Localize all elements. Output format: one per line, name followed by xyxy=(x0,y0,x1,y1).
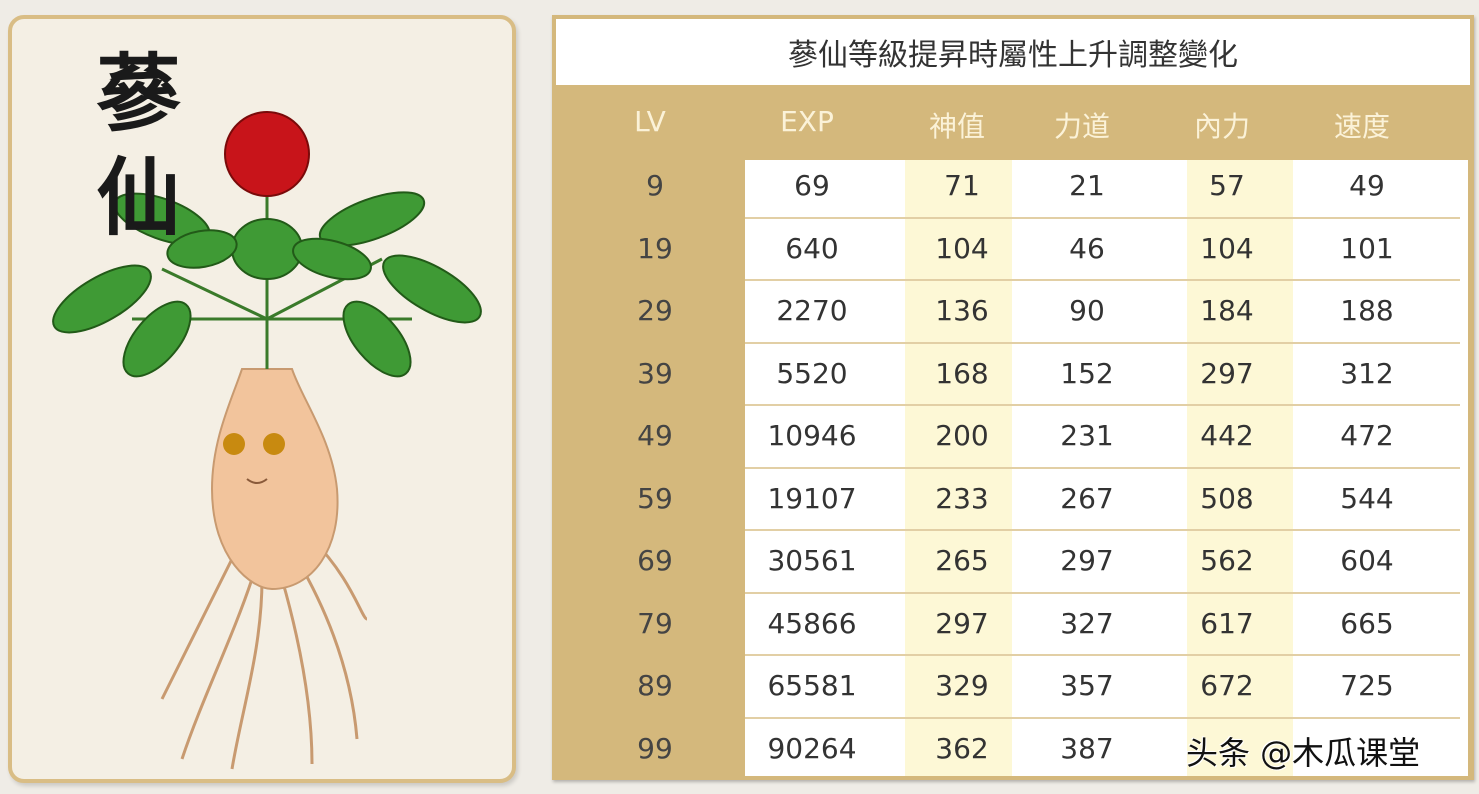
cell-neili: 508 xyxy=(1200,481,1254,515)
table-row: 79 45866 297 327 617 665 xyxy=(552,593,1474,655)
cell-sudu: 544 xyxy=(1340,481,1394,515)
cell-lv: 69 xyxy=(637,544,673,577)
cell-sudu: 604 xyxy=(1340,544,1394,577)
character-card: 蔘仙 xyxy=(8,15,516,783)
header-neili: 內力 xyxy=(1193,110,1250,143)
table-row: 59 19107 233 267 508 544 xyxy=(552,468,1474,530)
cell-lidao: 152 xyxy=(1060,356,1114,390)
table-row: 39 5520 168 152 297 312 xyxy=(552,343,1474,405)
header-sudu: 速度 xyxy=(1333,110,1390,143)
cell-shenzhi: 104 xyxy=(935,231,989,265)
header-shenzhi: 神值 xyxy=(928,110,985,143)
cell-exp: 65581 xyxy=(767,669,857,702)
card-title: 蔘仙 xyxy=(83,49,182,257)
cell-lv: 99 xyxy=(637,731,673,765)
row-divider xyxy=(745,529,1460,531)
ginseng-illustration xyxy=(52,111,482,770)
row-divider xyxy=(745,654,1460,656)
cell-exp: 90264 xyxy=(767,731,857,765)
cell-lidao: 231 xyxy=(1060,419,1114,452)
cell-lidao: 387 xyxy=(1060,731,1114,765)
cell-shenzhi: 168 xyxy=(935,356,989,390)
table-row: 29 2270 136 90 184 188 xyxy=(552,280,1474,342)
cell-lv: 29 xyxy=(637,294,673,327)
cell-lv: 59 xyxy=(637,481,673,515)
header-exp: EXP xyxy=(780,105,834,138)
cell-neili: 562 xyxy=(1200,544,1254,577)
cell-neili: 57 xyxy=(1209,169,1245,202)
cell-exp: 10946 xyxy=(767,419,857,452)
cell-lidao: 267 xyxy=(1060,481,1114,515)
cell-exp: 45866 xyxy=(767,606,857,640)
cell-lidao: 21 xyxy=(1069,169,1105,202)
row-divider xyxy=(745,341,1460,344)
cell-lv: 79 xyxy=(637,606,673,640)
cell-neili: 672 xyxy=(1200,669,1254,702)
cell-lv: 39 xyxy=(637,356,673,390)
cell-exp: 5520 xyxy=(776,356,848,390)
cell-sudu: 188 xyxy=(1340,294,1394,327)
cell-lidao: 90 xyxy=(1069,294,1105,327)
cell-sudu: 725 xyxy=(1340,669,1394,702)
cell-lv: 89 xyxy=(637,669,673,702)
table-row: 9 69 71 21 57 49 xyxy=(552,155,1474,217)
table-row: 49 10946 200 231 442 472 xyxy=(552,405,1474,467)
cell-neili: 297 xyxy=(1200,356,1254,390)
cell-shenzhi: 233 xyxy=(935,481,989,515)
cell-lidao: 357 xyxy=(1060,669,1114,702)
cell-neili: 184 xyxy=(1200,294,1254,327)
table-row: 19 640 104 46 104 101 xyxy=(552,218,1474,280)
cell-exp: 2270 xyxy=(776,294,848,327)
cell-sudu: 49 xyxy=(1349,169,1385,202)
cell-shenzhi: 136 xyxy=(935,294,989,327)
watermark: 头条 @木瓜课堂 xyxy=(1186,734,1421,772)
cell-exp: 69 xyxy=(794,169,830,202)
cell-shenzhi: 362 xyxy=(935,731,989,765)
level-stats-table: 蔘仙等級提昇時屬性上升調整變化 LV EXP 神值 力道 內力 速度 9 69 71… xyxy=(552,15,1474,780)
cell-lidao: 46 xyxy=(1069,231,1105,265)
header-lidao: 力道 xyxy=(1053,110,1110,143)
cell-shenzhi: 265 xyxy=(935,544,989,577)
cell-sudu: 472 xyxy=(1340,419,1394,452)
table-row: 89 65581 329 357 672 725 xyxy=(552,655,1474,717)
row-divider xyxy=(745,404,1460,406)
cell-sudu: 101 xyxy=(1340,231,1394,265)
table-row: 99 90264 362 387 xyxy=(552,718,1474,780)
cell-exp: 30561 xyxy=(767,544,857,577)
table-row: 69 30561 265 297 562 604 xyxy=(552,530,1474,592)
row-divider xyxy=(745,279,1460,281)
cell-lv: 49 xyxy=(637,419,673,452)
row-divider xyxy=(745,216,1460,219)
cell-neili: 104 xyxy=(1200,231,1254,265)
cell-shenzhi: 71 xyxy=(944,169,980,202)
cell-neili: 617 xyxy=(1200,606,1254,640)
row-divider xyxy=(745,591,1460,594)
cell-lidao: 297 xyxy=(1060,544,1114,577)
row-divider xyxy=(745,716,1460,719)
cell-shenzhi: 297 xyxy=(935,606,989,640)
row-divider xyxy=(745,466,1460,469)
cell-sudu: 665 xyxy=(1340,606,1394,640)
table-title: 蔘仙等級提昇時屬性上升調整變化 xyxy=(556,19,1470,85)
cell-exp: 640 xyxy=(785,231,839,265)
cell-shenzhi: 329 xyxy=(935,669,989,702)
cell-lv: 19 xyxy=(637,231,673,265)
header-lv: LV xyxy=(634,105,666,138)
cell-shenzhi: 200 xyxy=(935,419,989,452)
cell-lv: 9 xyxy=(646,169,664,202)
cell-lidao: 327 xyxy=(1060,606,1114,640)
cell-neili: 442 xyxy=(1200,419,1254,452)
cell-sudu: 312 xyxy=(1340,356,1394,390)
cell-exp: 19107 xyxy=(767,481,857,515)
